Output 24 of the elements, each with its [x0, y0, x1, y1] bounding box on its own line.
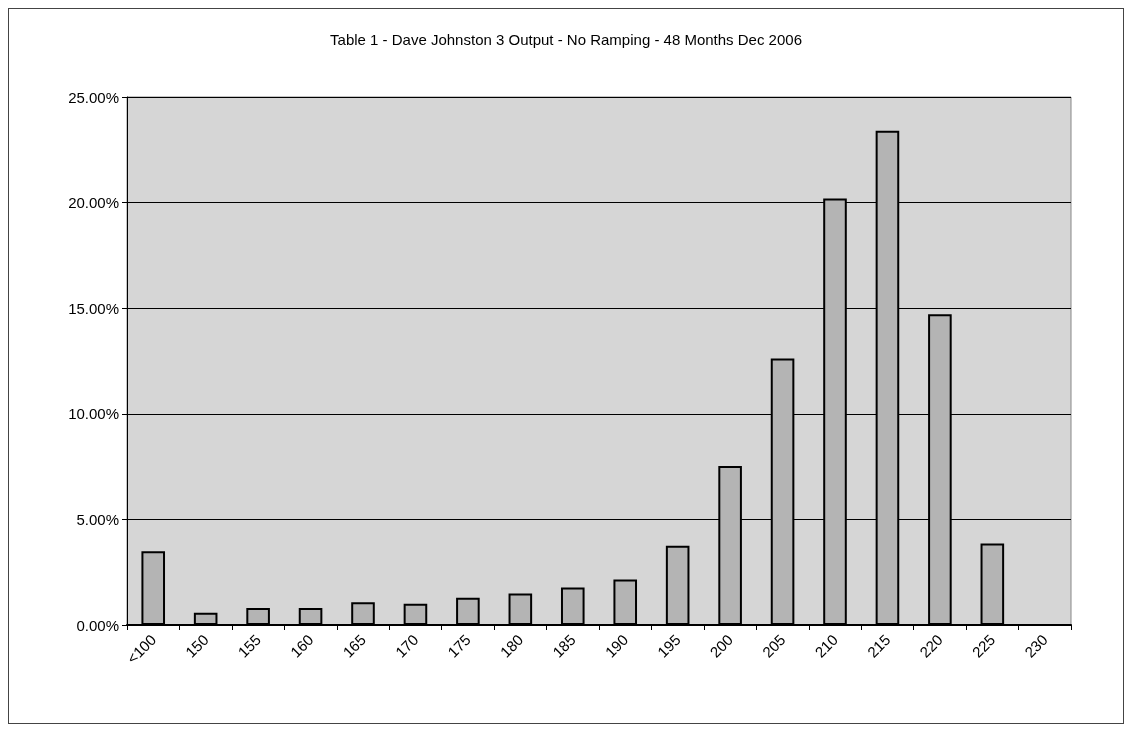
- x-tick-label: 170: [391, 630, 422, 661]
- chart-title: Table 1 - Dave Johnston 3 Output - No Ramping - 48 Months Dec 2006: [330, 31, 802, 48]
- x-tick-label: 210: [811, 630, 842, 661]
- x-tick-label: 175: [444, 630, 474, 661]
- x-tick-label: 205: [758, 630, 789, 661]
- x-tick-label: 225: [968, 630, 999, 661]
- x-tick-label: 160: [286, 630, 317, 661]
- y-tick-label: 25.00%: [68, 88, 119, 106]
- x-tick-label: 220: [916, 630, 946, 661]
- x-tick-label: 155: [234, 630, 265, 661]
- y-tick-label: 0.00%: [76, 616, 119, 634]
- x-tick-label: 185: [549, 630, 579, 661]
- x-tick-label: 150: [181, 630, 212, 661]
- x-tick-label: 190: [601, 630, 632, 661]
- y-tick-label: 5.00%: [76, 510, 119, 528]
- x-tick-label: 215: [863, 630, 894, 661]
- x-tick-label: 180: [496, 630, 527, 661]
- x-tick-label: 165: [339, 630, 370, 661]
- y-tick-label: 10.00%: [68, 405, 119, 423]
- y-tick-label: 15.00%: [68, 299, 119, 317]
- x-tick-label: 230: [1021, 630, 1051, 661]
- x-tick-label: 200: [706, 630, 737, 661]
- y-tick-label: 20.00%: [68, 194, 119, 212]
- x-tick-label: 195: [653, 630, 684, 661]
